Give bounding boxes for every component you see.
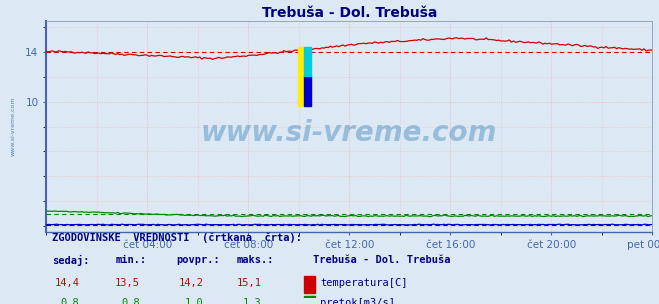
Text: 13,5: 13,5 bbox=[115, 278, 140, 288]
Text: min.:: min.: bbox=[116, 255, 147, 265]
Text: maks.:: maks.: bbox=[237, 255, 275, 265]
Title: Trebuša - Dol. Trebuša: Trebuša - Dol. Trebuša bbox=[262, 6, 437, 20]
Text: 1,0: 1,0 bbox=[185, 298, 204, 304]
Text: povpr.:: povpr.: bbox=[177, 255, 220, 265]
Bar bbox=[304, 47, 311, 76]
Text: temperatura[C]: temperatura[C] bbox=[320, 278, 408, 288]
Bar bbox=[304, 276, 315, 293]
Bar bbox=[304, 76, 311, 105]
Text: ZGODOVINSKE  VREDNOSTI  (črtkana  črta):: ZGODOVINSKE VREDNOSTI (črtkana črta): bbox=[52, 232, 302, 243]
Text: Trebuša - Dol. Trebuša: Trebuša - Dol. Trebuša bbox=[313, 255, 450, 265]
Text: 15,1: 15,1 bbox=[237, 278, 262, 288]
Text: 0,8: 0,8 bbox=[121, 298, 140, 304]
Text: pretok[m3/s]: pretok[m3/s] bbox=[320, 298, 395, 304]
Text: 0,8: 0,8 bbox=[61, 298, 80, 304]
Text: 14,4: 14,4 bbox=[55, 278, 80, 288]
Text: www.si-vreme.com: www.si-vreme.com bbox=[11, 97, 15, 157]
Text: sedaj:: sedaj: bbox=[52, 255, 90, 266]
Text: www.si-vreme.com: www.si-vreme.com bbox=[201, 119, 498, 147]
Bar bbox=[298, 47, 304, 105]
Bar bbox=[304, 296, 315, 304]
Text: 1,3: 1,3 bbox=[243, 298, 262, 304]
Text: 14,2: 14,2 bbox=[179, 278, 204, 288]
